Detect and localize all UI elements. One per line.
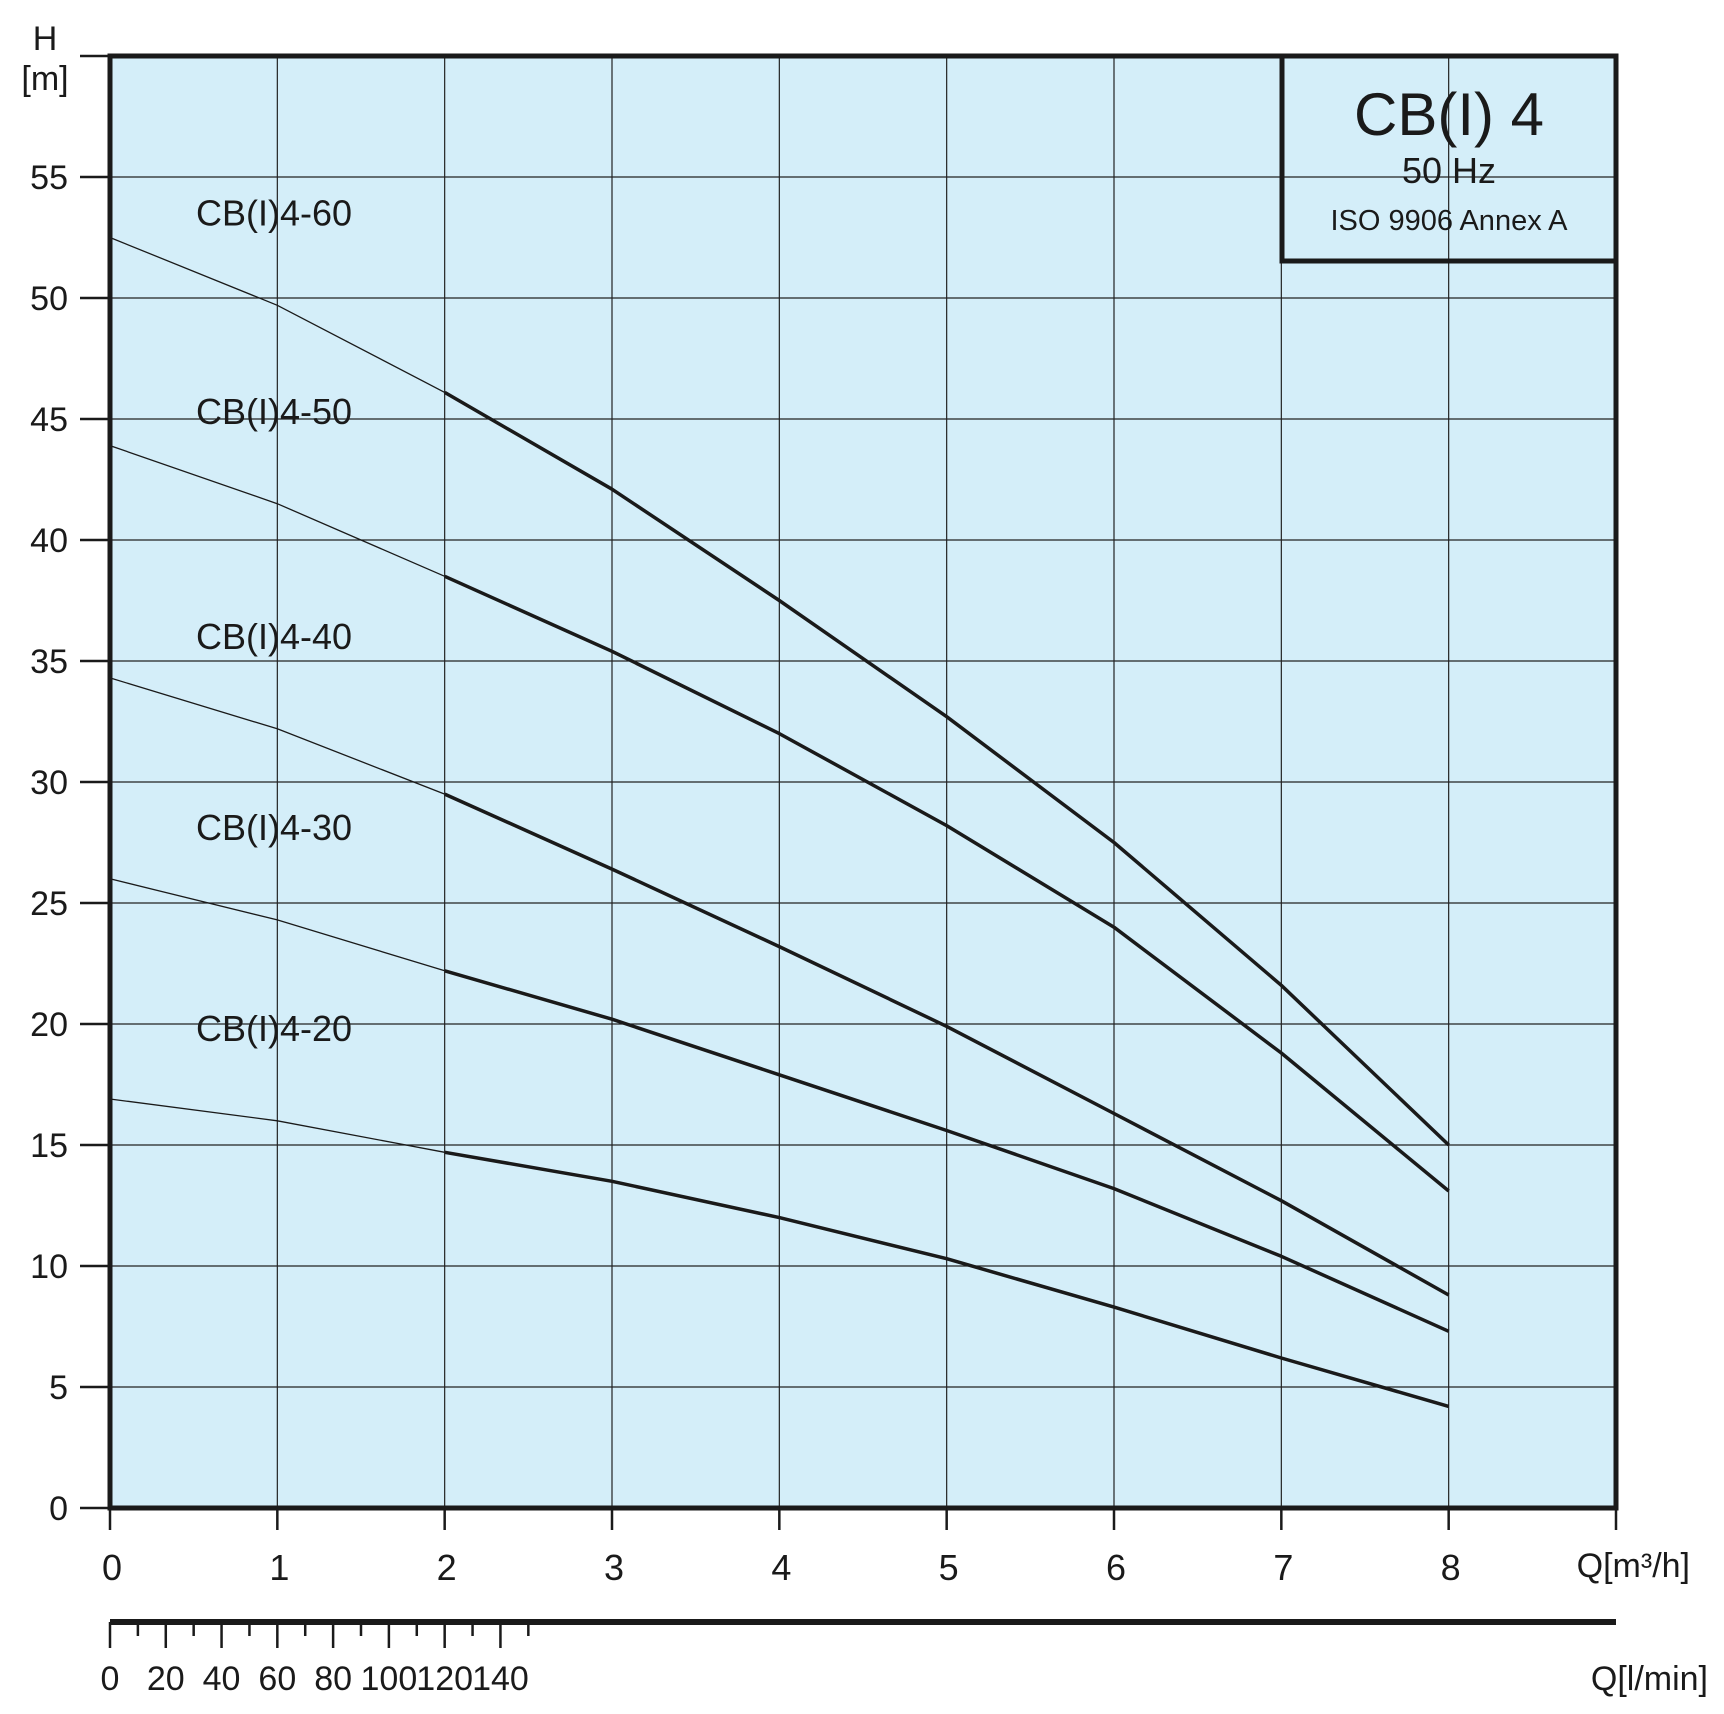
y-tick-label-10: 10 xyxy=(30,1248,68,1286)
x-tick-label-8: 8 xyxy=(1441,1547,1461,1588)
curve-thin-series-2 xyxy=(109,677,445,795)
curve-series-4 xyxy=(444,1150,1450,1409)
y-tick-label-25: 25 xyxy=(30,885,68,923)
y-tick-label-45: 45 xyxy=(30,401,68,439)
secondary-x-tick-label-80: 80 xyxy=(314,1660,352,1698)
curve-thin-series-4 xyxy=(109,1098,445,1153)
curve-labels-group: CB(I)4-60 CB(I)4-50 CB(I)4-40 CB(I)4-30 CB(I… xyxy=(196,192,352,1049)
y-tick-label-0: 0 xyxy=(49,1490,68,1528)
y-tick-label-5: 5 xyxy=(49,1369,68,1407)
x-tick-label-4: 4 xyxy=(771,1547,791,1588)
secondary-x-tick-label-40: 40 xyxy=(203,1660,241,1698)
curve-label-2: CB(I)4-40 xyxy=(196,616,352,657)
info-box-standard: ISO 9906 Annex A xyxy=(1330,205,1568,237)
curve-thin-series-1 xyxy=(109,444,445,577)
y-tick-label-15: 15 xyxy=(30,1127,68,1165)
y-axis-label: H xyxy=(33,20,58,58)
curve-label-3: CB(I)4-30 xyxy=(196,807,352,848)
y-tick-label-35: 35 xyxy=(30,643,68,681)
x-axis-label: Q[m³/h] xyxy=(1577,1547,1690,1585)
secondary-x-tick-label-120: 120 xyxy=(416,1660,473,1698)
secondary-x-tick-label-100: 100 xyxy=(361,1660,418,1698)
info-box-title: CB(I) 4 xyxy=(1354,81,1544,148)
x-tick-label-1: 1 xyxy=(269,1547,289,1588)
x-tick-label-2: 2 xyxy=(437,1547,457,1588)
y-tick-label-55: 55 xyxy=(30,159,68,197)
curve-label-1: CB(I)4-50 xyxy=(196,391,352,432)
x-axis: 0 1 2 3 4 5 6 7 8 xyxy=(102,1508,1618,1588)
curve-series-1 xyxy=(443,574,1450,1193)
curve-series-3 xyxy=(444,969,1450,1333)
grid-lines xyxy=(110,56,1616,1508)
curve-series-2 xyxy=(443,792,1450,1297)
secondary-x-axis: 0 20 40 60 80 100 120 140 xyxy=(101,1619,1616,1698)
curves-group xyxy=(109,236,1450,1409)
curve-label-0: CB(I)4-60 xyxy=(196,192,352,233)
info-box: CB(I) 4 50 Hz ISO 9906 Annex A xyxy=(1279,53,1619,264)
secondary-x-tick-label-60: 60 xyxy=(258,1660,296,1698)
secondary-x-tick-label-20: 20 xyxy=(147,1660,185,1698)
curve-thin-series-0 xyxy=(109,236,446,393)
y-axis: 0 5 10 15 20 25 30 35 40 45 50 55 xyxy=(30,54,110,1528)
y-tick-label-50: 50 xyxy=(30,280,68,318)
x-tick-label-3: 3 xyxy=(604,1547,624,1588)
x-tick-label-5: 5 xyxy=(939,1547,959,1588)
secondary-x-axis-label: Q[l/min] xyxy=(1591,1660,1708,1698)
x-tick-label-7: 7 xyxy=(1273,1547,1293,1588)
secondary-x-tick-label-140: 140 xyxy=(472,1660,529,1698)
secondary-x-tick-label-0: 0 xyxy=(101,1660,120,1698)
curve-thin-series-3 xyxy=(109,878,445,972)
info-box-frequency: 50 Hz xyxy=(1402,150,1496,191)
y-tick-label-20: 20 xyxy=(30,1006,68,1044)
curve-label-4: CB(I)4-20 xyxy=(196,1008,352,1049)
curve-series-0 xyxy=(443,390,1450,1147)
y-axis-unit: [m] xyxy=(21,60,68,98)
x-tick-label-6: 6 xyxy=(1106,1547,1126,1588)
y-tick-label-40: 40 xyxy=(30,522,68,560)
info-box-frame xyxy=(1279,53,1619,264)
x-tick-label-0: 0 xyxy=(102,1547,122,1588)
y-tick-label-30: 30 xyxy=(30,764,68,802)
